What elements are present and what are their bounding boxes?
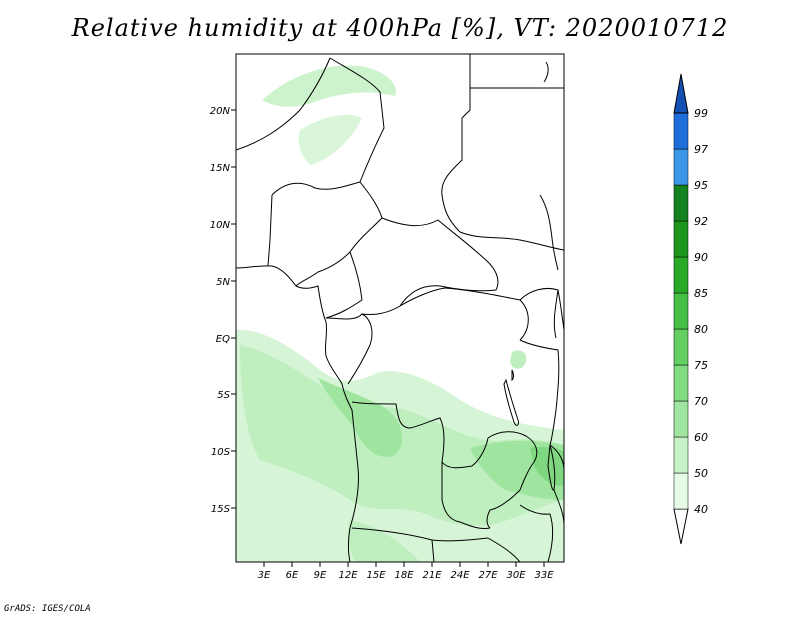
chart-title: Relative humidity at 400hPa [%], VT: 202… (71, 14, 729, 42)
humidity-plume-sahara (298, 114, 362, 165)
colorbar-label: 90 (694, 251, 708, 264)
lon-label: 9E (314, 570, 327, 581)
border-eritrea (543, 61, 549, 83)
border-botswana (431, 537, 521, 562)
lat-label: 20N (210, 106, 231, 117)
humidity-region-southwest (347, 520, 420, 562)
border-ethiopia (539, 194, 559, 271)
colorbar (673, 73, 689, 545)
colorbar-label: 60 (694, 431, 708, 444)
lake-tanganyika (503, 378, 519, 426)
lat-label: 15N (210, 163, 231, 174)
lon-label: 12E (338, 570, 358, 581)
border-sudan-southsudan (459, 231, 564, 251)
lon-label: 27E (478, 570, 498, 581)
lat-tick-labels: 20N 15N 10N 5N EQ 5S 10S 15S (210, 106, 231, 515)
colorbar-segment (673, 292, 689, 330)
colorbar-segment (673, 364, 689, 402)
lon-label: 18E (394, 570, 414, 581)
colorbar-label: 70 (694, 395, 708, 408)
border-libya-egypt (461, 54, 471, 119)
border-algeria-niger (236, 57, 331, 151)
lon-label: 3E (258, 570, 271, 581)
colorbar-label: 50 (694, 467, 708, 480)
coastlines-and-borders (236, 54, 564, 562)
border-niger-chad (329, 57, 385, 183)
lat-label: 15S (211, 504, 231, 515)
colorbar-label: 85 (694, 287, 708, 300)
lon-label: 15E (366, 570, 386, 581)
lake-kivu (511, 369, 514, 382)
lat-label: EQ (216, 334, 230, 345)
border-drc-angola (351, 401, 489, 469)
border-angola-namibia (351, 527, 489, 542)
humidity-region-congo (318, 378, 403, 458)
colorbar-segment (673, 112, 689, 150)
colorbar-top-arrow (673, 73, 689, 114)
humidity-region-mozambique (530, 446, 564, 486)
colorbar-segment (673, 328, 689, 366)
colorbar-segment (673, 436, 689, 474)
humidity-plume-north (262, 65, 396, 107)
border-drc-north (399, 287, 529, 341)
map-frame (235, 53, 565, 563)
border-zambia (486, 431, 538, 529)
coastline-east-africa (557, 289, 564, 331)
coastline-west-africa (236, 265, 359, 562)
border-zimbabwe (519, 504, 554, 562)
grads-credit: GrADS: IGES/COLA (4, 604, 91, 614)
border-congo-gabon (325, 313, 373, 385)
colorbar-segment (673, 472, 689, 510)
colorbar-segment (673, 256, 689, 294)
colorbar-label: 97 (694, 143, 708, 156)
colorbar-label: 92 (694, 215, 708, 228)
colorbar-label: 95 (694, 179, 708, 192)
colorbar-segment (673, 184, 689, 222)
colorbar-label: 75 (694, 359, 708, 372)
humidity-field (236, 65, 564, 562)
colorbar-segment (673, 220, 689, 258)
colorbar-label: 99 (694, 107, 708, 120)
colorbar-label: 40 (694, 503, 708, 516)
lon-label: 33E (534, 570, 554, 581)
border-angola-zambia (441, 462, 491, 529)
lon-tick-marks (263, 562, 545, 567)
lat-label: 10N (210, 220, 231, 231)
border-tanzania (519, 339, 560, 446)
lat-label: 5S (217, 390, 230, 401)
lat-label: 10S (211, 447, 231, 458)
lon-label: 24E (450, 570, 470, 581)
humidity-region-lake-victoria (510, 350, 527, 369)
colorbar-bottom-arrow (673, 508, 689, 545)
border-nigeria (271, 181, 383, 287)
lat-label: 5N (216, 277, 230, 288)
lon-label: 6E (286, 570, 299, 581)
colorbar-labels: 40 50 60 70 75 80 85 90 92 95 97 99 (694, 107, 708, 516)
lon-label: 21E (422, 570, 442, 581)
lat-tick-marks (231, 109, 236, 509)
border-uganda-kenya (519, 287, 559, 339)
border-cameroon (325, 251, 363, 319)
lon-label: 30E (506, 570, 526, 581)
border-benin-togo (267, 194, 273, 267)
border-car (361, 217, 499, 315)
lon-tick-labels: 3E 6E 9E 12E 15E 18E 21E 24E 27E 30E 33E (258, 570, 555, 581)
colorbar-label: 80 (694, 323, 708, 336)
colorbar-segment (673, 400, 689, 438)
border-chad-sudan (441, 118, 463, 233)
colorbar-segment (673, 148, 689, 186)
